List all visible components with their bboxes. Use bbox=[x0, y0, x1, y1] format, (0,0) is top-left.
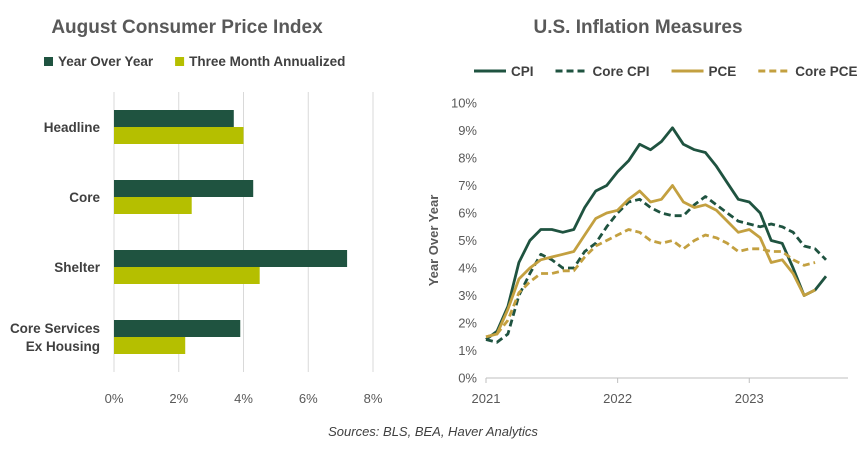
bar bbox=[114, 320, 241, 337]
y-tick-label: 6% bbox=[458, 206, 477, 221]
bar bbox=[114, 197, 192, 214]
series-line-cpi bbox=[485, 126, 828, 341]
category-label: Headline bbox=[44, 120, 101, 135]
y-tick-label: 9% bbox=[458, 123, 477, 138]
bar bbox=[114, 110, 234, 127]
y-axis-label: Year Over Year bbox=[426, 195, 441, 287]
bar bbox=[114, 250, 348, 267]
category-label: Ex Housing bbox=[26, 339, 100, 354]
y-tick-label: 10% bbox=[451, 96, 477, 111]
y-tick-label: 5% bbox=[458, 233, 477, 248]
y-tick-label: 2% bbox=[458, 316, 477, 331]
source-note: Sources: BLS, BEA, Haver Analytics bbox=[328, 424, 538, 439]
x-tick-label: 2023 bbox=[735, 391, 764, 406]
bar bbox=[114, 267, 260, 284]
legend-label-0: Year Over Year bbox=[58, 54, 154, 69]
legend-label-1: Three Month Annualized bbox=[189, 54, 345, 69]
x-tick-label: 4% bbox=[234, 391, 253, 406]
legend-label-2: PCE bbox=[709, 64, 737, 79]
legend-label-1: Core CPI bbox=[593, 64, 650, 79]
category-label: Core bbox=[69, 190, 100, 205]
x-tick-label: 6% bbox=[299, 391, 318, 406]
bar bbox=[114, 180, 254, 197]
y-tick-label: 1% bbox=[458, 343, 477, 358]
y-tick-label: 0% bbox=[458, 371, 477, 386]
category-label: Shelter bbox=[54, 260, 101, 275]
legend-swatch-0 bbox=[44, 57, 53, 66]
legend-label-0: CPI bbox=[511, 64, 534, 79]
y-tick-label: 3% bbox=[458, 288, 477, 303]
x-tick-label: 0% bbox=[105, 391, 124, 406]
line-chart-title: U.S. Inflation Measures bbox=[533, 17, 742, 38]
y-tick-label: 7% bbox=[458, 178, 477, 193]
series-line-core-cpi bbox=[485, 195, 827, 344]
y-tick-label: 8% bbox=[458, 151, 477, 166]
bar bbox=[114, 127, 244, 144]
bar bbox=[114, 337, 186, 354]
category-label: Core Services bbox=[10, 321, 100, 336]
x-tick-label: 2% bbox=[169, 391, 188, 406]
bar-chart: Year Over Year Three Month Annualized 0% 2%… bbox=[10, 54, 383, 406]
line-chart: CPI Core CPI PCE Core PCE 0% 1% 2% 3% 4% 5% 6% 7% 8%… bbox=[426, 64, 858, 406]
y-tick-label: 4% bbox=[458, 261, 477, 276]
series-line-core-pce bbox=[485, 228, 816, 339]
legend-swatch-1 bbox=[175, 57, 185, 66]
series-line-pce bbox=[485, 184, 816, 339]
x-tick-label: 2022 bbox=[603, 391, 632, 406]
legend-label-3: Core PCE bbox=[795, 64, 857, 79]
x-tick-label: 2021 bbox=[472, 391, 501, 406]
x-tick-label: 8% bbox=[364, 391, 383, 406]
bar-chart-title: August Consumer Price Index bbox=[51, 17, 323, 38]
